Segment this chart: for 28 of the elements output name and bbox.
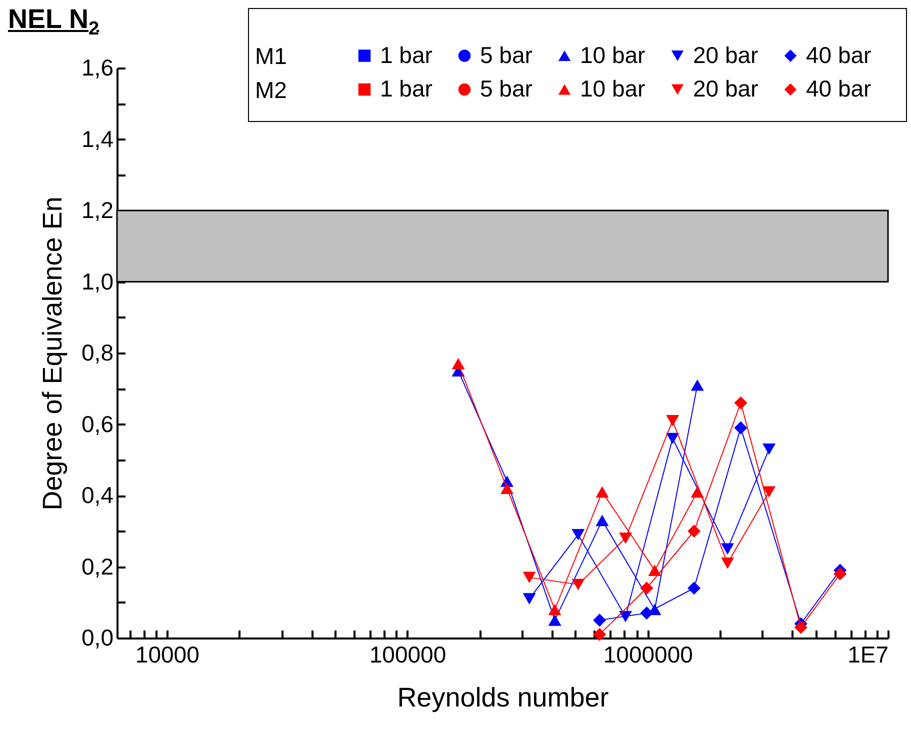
legend-label: 1 bar [380,76,433,102]
legend-label: 40 bar [806,42,872,68]
legend-label: 20 bar [693,42,759,68]
y-tick-label: 0,6 [82,410,114,437]
legend-label: 5 bar [480,42,533,68]
x-axis-title: Reynolds number [397,682,609,712]
legend-label: 10 bar [580,76,646,102]
y-tick-label: 1,2 [82,197,114,223]
y-tick-label: 0,8 [82,340,114,366]
y-axis-title: Degree of Equivalence En [38,196,68,510]
y-tick-label: 1,4 [82,126,114,152]
y-tick-label: 1,6 [82,54,114,80]
y-tick-label: 0,4 [82,482,114,508]
legend-label: 10 bar [580,42,646,68]
x-tick-label: 10000 [135,642,200,668]
legend-label: 20 bar [693,76,759,102]
x-tick-label: 1000000 [603,642,693,668]
y-tick-label: 0,0 [82,624,114,650]
legend-label: 40 bar [806,76,872,102]
legend-label: 5 bar [480,76,533,102]
annotation: M2 [255,77,287,104]
annotation: M1 [255,43,287,70]
x-tick-label: 100000 [369,642,446,668]
chart-title: NEL N$_{2}$ [8,4,100,40]
x-tick-label: 1E7 [848,642,888,668]
y-tick-label: 1,0 [82,268,114,294]
legend-label: 1 bar [380,42,433,68]
y-tick-label: 0,2 [82,553,114,580]
